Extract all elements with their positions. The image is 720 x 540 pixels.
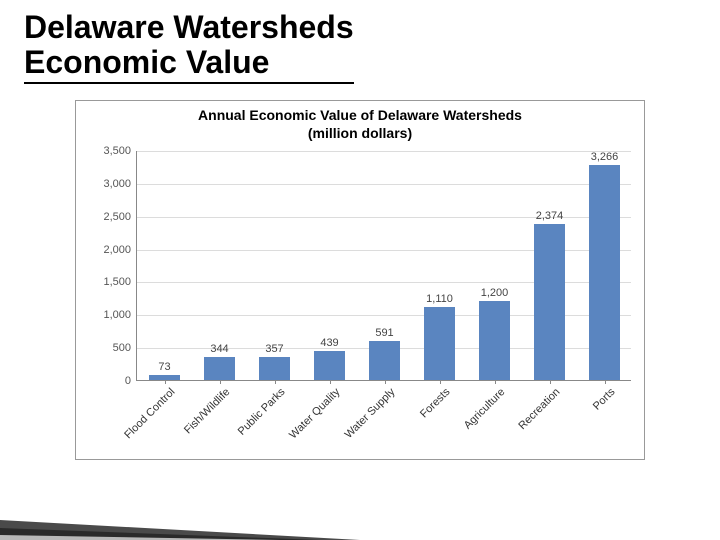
x-category-label: Forests — [418, 386, 452, 420]
plot-area: 05001,0001,5002,0002,5003,0003,50073Floo… — [136, 151, 631, 381]
x-category-label: Ports — [590, 386, 617, 413]
gridline — [137, 184, 631, 185]
bar: 3,266 — [589, 165, 619, 380]
bar-value-label: 439 — [320, 337, 338, 349]
bar-value-label: 3,266 — [591, 151, 619, 163]
chart-container: Annual Economic Value of Delaware Waters… — [75, 100, 645, 460]
chart-title-line2: (million dollars) — [308, 125, 412, 141]
x-tick — [330, 380, 331, 384]
x-tick — [165, 380, 166, 384]
bar: 1,200 — [479, 301, 509, 380]
bar: 591 — [369, 341, 399, 380]
x-category-label: Water Supply — [342, 386, 397, 441]
bar-value-label: 1,110 — [426, 293, 453, 305]
y-tick-label: 3,000 — [103, 178, 131, 190]
bar-value-label: 591 — [375, 327, 393, 339]
bar-value-label: 73 — [158, 361, 170, 373]
x-category-label: Flood Control — [122, 386, 177, 441]
x-tick — [385, 380, 386, 384]
chart-title-line1: Annual Economic Value of Delaware Waters… — [198, 107, 522, 123]
x-category-label: Agriculture — [461, 386, 507, 432]
bar: 357 — [259, 357, 289, 380]
x-category-label: Recreation — [516, 386, 562, 432]
x-category-label: Public Parks — [235, 386, 287, 438]
bar-value-label: 357 — [265, 343, 283, 355]
x-tick — [275, 380, 276, 384]
x-tick — [605, 380, 606, 384]
x-category-label: Fish/Wildlife — [182, 386, 232, 436]
y-tick-label: 2,000 — [103, 244, 131, 256]
slide-title: Delaware Watersheds Economic Value — [24, 10, 354, 84]
x-tick — [550, 380, 551, 384]
slide-title-line1: Delaware Watersheds — [24, 9, 354, 45]
y-tick-label: 500 — [113, 342, 131, 354]
y-tick-label: 1,000 — [103, 309, 131, 321]
x-tick — [495, 380, 496, 384]
x-tick — [440, 380, 441, 384]
slide-title-line2: Economic Value — [24, 44, 269, 80]
bar-value-label: 344 — [210, 343, 228, 355]
bar: 439 — [314, 351, 344, 380]
bar: 1,110 — [424, 307, 454, 380]
x-category-label: Water Quality — [287, 386, 342, 441]
gridline — [137, 151, 631, 152]
x-tick — [220, 380, 221, 384]
y-tick-label: 0 — [125, 375, 131, 387]
chart-title: Annual Economic Value of Delaware Waters… — [76, 101, 644, 144]
slide-decoration — [0, 480, 720, 540]
y-tick-label: 1,500 — [103, 276, 131, 288]
bar: 2,374 — [534, 224, 564, 380]
bar-value-label: 1,200 — [481, 287, 509, 299]
bar-value-label: 2,374 — [536, 210, 564, 222]
y-tick-label: 3,500 — [103, 145, 131, 157]
y-tick-label: 2,500 — [103, 211, 131, 223]
bar: 344 — [204, 357, 234, 380]
